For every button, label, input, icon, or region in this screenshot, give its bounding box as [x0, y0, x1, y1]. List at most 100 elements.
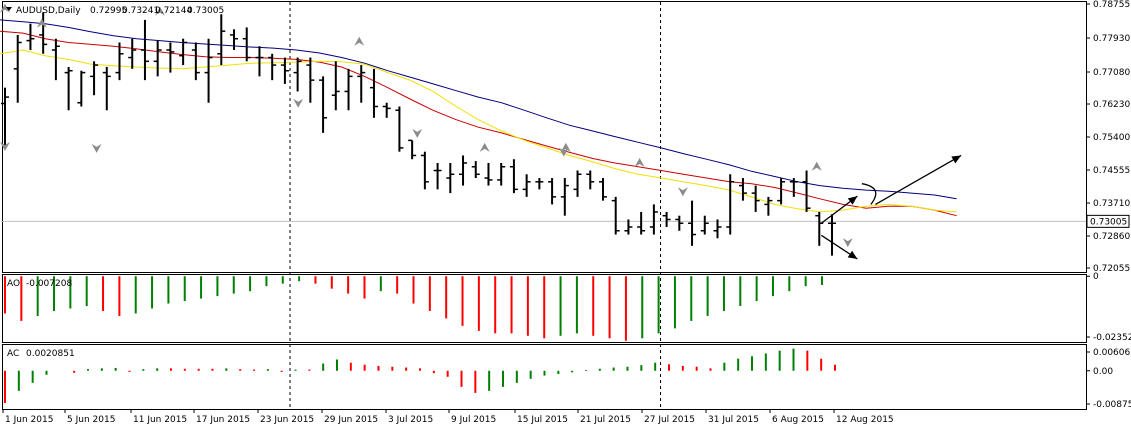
ao-histogram	[4, 276, 823, 341]
ohlc-bar	[637, 211, 646, 235]
chart-header: AUDUSD,Daily 0.72995 0.73241 0.72144 0.7…	[6, 6, 224, 16]
ohlc-bar	[726, 174, 735, 235]
main-y-tick-label: 0.75400	[1093, 133, 1130, 143]
ac-y-tick-label: -0.008759	[1093, 400, 1131, 410]
fractals	[0, 3, 853, 248]
fractal-up-icon	[634, 157, 645, 167]
ac-y-tick-label: 0.0060624	[1093, 348, 1131, 358]
x-tick-label: 21 Jul 2015	[580, 415, 631, 425]
ohlc-bar	[751, 185, 760, 212]
ohlc-bar	[777, 178, 786, 205]
ohlc-bar	[39, 12, 48, 54]
ohlc-bar	[306, 57, 315, 103]
ohlc-bar	[13, 34, 22, 103]
current-price-box	[1086, 214, 1130, 228]
ac-y-tick-label: 0.00	[1093, 367, 1113, 377]
ohlc-bar	[344, 68, 353, 111]
ohlc-bar	[408, 139, 417, 160]
fractal-up-icon	[36, 18, 47, 28]
ohlc-bar	[471, 161, 480, 179]
ohlc-bar	[140, 19, 149, 81]
ac-histogram	[4, 348, 836, 403]
y-axis: 0.78755 0.77930 0.77080 0.76230 0.75400 0.745…	[1086, 0, 1131, 410]
ohlc-bar	[598, 178, 607, 201]
ohlc-bar	[828, 214, 836, 256]
ohlc-bar	[649, 204, 658, 235]
price-bars	[1, 12, 836, 256]
ohlc-bar	[459, 155, 468, 186]
x-tick-label: 12 Aug 2015	[836, 415, 894, 425]
ohlc-bar	[764, 196, 773, 216]
ohlc-bar	[497, 162, 506, 186]
ohlc-bar	[319, 76, 328, 133]
main-y-tick-label: 0.77080	[1093, 68, 1130, 78]
x-tick-label: 31 Jul 2015	[708, 415, 759, 425]
fractal-down-icon	[842, 238, 853, 248]
x-axis: 1 Jun 2015 5 Jun 2015 11 Jun 2015 17 Jun 20…	[2, 409, 894, 425]
ohlc-bar	[204, 38, 213, 103]
fractal-up-icon	[479, 142, 490, 152]
ac-header: AC 0.0020851	[7, 349, 75, 359]
current-price-label: 0.73005	[1090, 217, 1127, 227]
fractal-up-icon	[154, 6, 165, 16]
ohlc-bar	[675, 215, 684, 231]
ohlc-bar	[484, 162, 493, 186]
ohlc-bar	[51, 38, 60, 81]
ohlc-bar	[802, 170, 811, 212]
ohlc-bar	[331, 61, 340, 111]
header-low: 0.72144	[155, 6, 192, 16]
ohlc-bar	[713, 219, 722, 239]
ohlc-bar	[382, 102, 391, 118]
ohlc-bar	[115, 42, 124, 81]
main-y-tick-label: 0.72860	[1093, 232, 1130, 242]
ohlc-bar	[242, 27, 251, 62]
main-y-tick-label: 0.76230	[1093, 100, 1130, 110]
fractal-down-icon	[412, 128, 423, 138]
ohlc-bar	[293, 57, 302, 92]
fractal-up-icon	[560, 142, 571, 152]
main-y-tick-label: 0.78755	[1093, 0, 1130, 10]
ohlc-bar	[509, 159, 518, 194]
ohlc-bar	[395, 106, 404, 152]
ohlc-bar	[357, 65, 366, 103]
main-y-tick-label: 0.73710	[1093, 199, 1130, 209]
ohlc-bar	[420, 151, 429, 190]
ohlc-bar	[102, 66, 111, 111]
main-y-tick-label: 0.77930	[1093, 34, 1130, 44]
ohlc-bar	[586, 170, 595, 190]
ohlc-bar	[662, 211, 671, 227]
header-open: 0.72995	[90, 6, 127, 16]
ohlc-bar	[433, 162, 442, 190]
x-tick-label: 23 Jun 2015	[260, 415, 314, 425]
ohlc-bar	[1, 87, 9, 148]
fractal-up-icon	[0, 3, 10, 13]
arrow-2-shaft	[875, 154, 962, 205]
x-tick-label: 9 Jul 2015	[451, 415, 496, 425]
main-y-tick-label: 0.74555	[1093, 166, 1130, 176]
ohlc-bar	[191, 42, 200, 81]
ohlc-bar	[64, 66, 73, 111]
main-y-tick-label: 0.72055	[1093, 264, 1130, 274]
ohlc-bar	[217, 14, 226, 66]
fractal-down-icon	[293, 98, 304, 108]
ohlc-bar	[522, 174, 531, 197]
x-tick-label: 6 Aug 2015	[772, 415, 824, 425]
ohlc-bar	[153, 40, 162, 77]
ohlc-bar	[700, 215, 709, 235]
ac-label: AC	[7, 349, 19, 359]
x-tick-label: 3 Jul 2015	[388, 415, 433, 425]
annotation-curl	[861, 183, 877, 205]
x-tick-label: 1 Jun 2015	[5, 415, 53, 425]
x-tick-label: 5 Jun 2015	[67, 415, 115, 425]
collapse-triangle-icon[interactable]	[6, 7, 12, 11]
ac-panel	[2, 344, 1087, 410]
ohlc-bar	[611, 196, 620, 235]
symbol-label: AUDUSD,Daily	[16, 6, 81, 16]
fractal-up-icon	[354, 36, 365, 46]
ohlc-bar	[624, 219, 633, 235]
ohlc-bar	[128, 38, 137, 69]
header-close: 0.73005	[187, 6, 224, 16]
ohlc-bar	[77, 70, 86, 107]
ohlc-bar	[369, 68, 378, 118]
arrow-2-head-icon	[951, 155, 962, 164]
